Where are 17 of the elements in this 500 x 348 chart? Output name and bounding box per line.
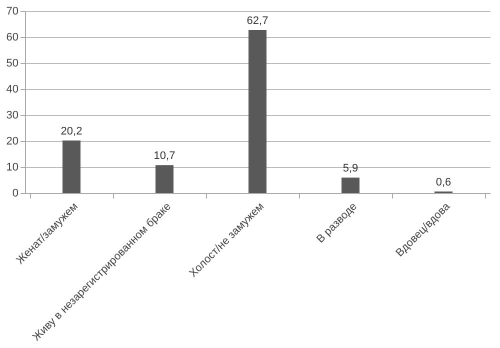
data-label: 5,9: [342, 162, 358, 175]
bar: [342, 178, 360, 193]
y-tick-label: 30: [6, 110, 18, 122]
bar: [248, 30, 266, 193]
y-tick-label: 60: [6, 32, 18, 44]
data-label: 10,7: [154, 150, 176, 162]
y-tick-label: 0: [12, 188, 18, 200]
y-tick-label: 10: [6, 162, 18, 174]
bar: [156, 165, 174, 193]
y-tick-label: 20: [6, 136, 18, 148]
y-tick-label: 40: [6, 84, 18, 96]
data-label: 62,7: [246, 14, 268, 27]
data-label: 20,2: [60, 125, 82, 138]
bar: [62, 140, 80, 193]
y-tick-label: 50: [6, 58, 18, 70]
y-tick-label: 70: [6, 6, 18, 18]
data-label: 0,6: [436, 176, 452, 188]
